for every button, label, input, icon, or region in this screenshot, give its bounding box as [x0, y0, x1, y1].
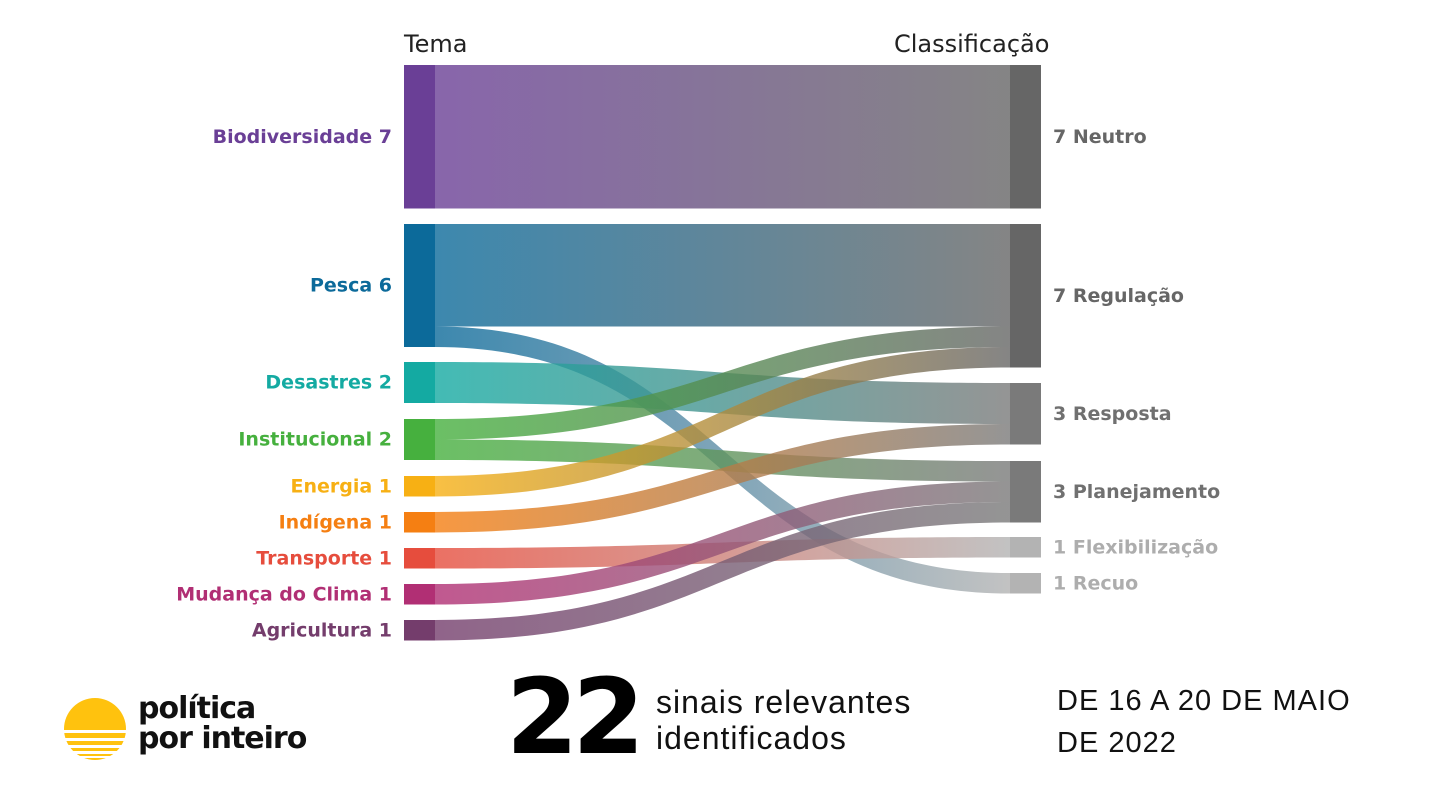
label-planejamento: 3 Planejamento — [1053, 481, 1220, 503]
signals-caption: sinais relevantes identificados — [656, 684, 911, 756]
node-neutro — [1010, 65, 1041, 209]
label-desastres: Desastres 2 — [265, 372, 392, 394]
label-transporte: Transporte 1 — [256, 547, 392, 569]
link-agricultura-to-planejamento — [435, 502, 1010, 641]
node-recuo — [1010, 573, 1041, 594]
node-institucional — [404, 419, 435, 460]
label-agricultura: Agricultura 1 — [252, 619, 392, 641]
label-pesca: Pesca 6 — [310, 275, 392, 297]
label-energia: Energia 1 — [290, 475, 392, 497]
label-institucional: Institucional 2 — [238, 429, 392, 451]
label-mudanca-do-clima: Mudança do Clima 1 — [176, 583, 392, 605]
node-energia — [404, 476, 435, 497]
date-line-1: DE 16 A 20 DE MAIO — [1057, 685, 1351, 717]
label-flexibilizacao: 1 Flexibilização — [1053, 536, 1218, 558]
node-biodiversidade — [404, 65, 435, 209]
node-indigena — [404, 512, 435, 533]
node-desastres — [404, 362, 435, 403]
label-indigena: Indígena 1 — [279, 511, 392, 533]
link-institucional-to-regulacao — [435, 326, 1010, 440]
label-biodiversidade: Biodiversidade 7 — [213, 126, 392, 148]
link-indigena-to-resposta — [435, 424, 1010, 533]
link-biodiversidade-to-neutro — [435, 65, 1010, 209]
sankey-links — [435, 65, 1010, 641]
signals-count: 22 — [506, 656, 645, 778]
node-mudanca-do-clima — [404, 584, 435, 605]
node-flexibilizacao — [1010, 537, 1041, 558]
link-mudanca-do-clima-to-planejamento — [435, 481, 1010, 605]
date-range: DE 16 A 20 DE MAIO DE 2022 — [1057, 680, 1417, 764]
sun-logo-icon — [64, 698, 126, 760]
date-line-2: DE 2022 — [1057, 727, 1177, 759]
link-energia-to-regulacao — [435, 347, 1010, 497]
node-agricultura — [404, 620, 435, 641]
label-resposta: 3 Resposta — [1053, 403, 1172, 425]
signals-caption-line-2: identificados — [656, 720, 847, 756]
node-pesca — [404, 224, 435, 347]
label-regulacao: 7 Regulação — [1053, 285, 1184, 307]
link-pesca-to-regulacao — [435, 224, 1010, 327]
node-regulacao — [1010, 224, 1041, 368]
column-header-tema: Tema — [404, 30, 468, 58]
node-transporte — [404, 548, 435, 569]
label-neutro: 7 Neutro — [1053, 126, 1147, 148]
sankey-chart: Biodiversidade 7 Pesca 6 Desastres 2 Instit… — [176, 65, 1220, 641]
signals-caption-line-1: sinais relevantes — [656, 684, 912, 720]
link-institucional-to-planejamento — [435, 439, 1010, 482]
node-planejamento — [1010, 461, 1041, 523]
label-recuo: 1 Recuo — [1053, 572, 1138, 594]
node-resposta — [1010, 383, 1041, 445]
logo-line-2: por inteiro — [138, 721, 307, 756]
politica-por-inteiro-logo[interactable]: política por inteiro — [62, 691, 322, 766]
column-header-classificacao: Classificação — [894, 30, 1050, 58]
logo-line-1: política — [138, 691, 256, 726]
